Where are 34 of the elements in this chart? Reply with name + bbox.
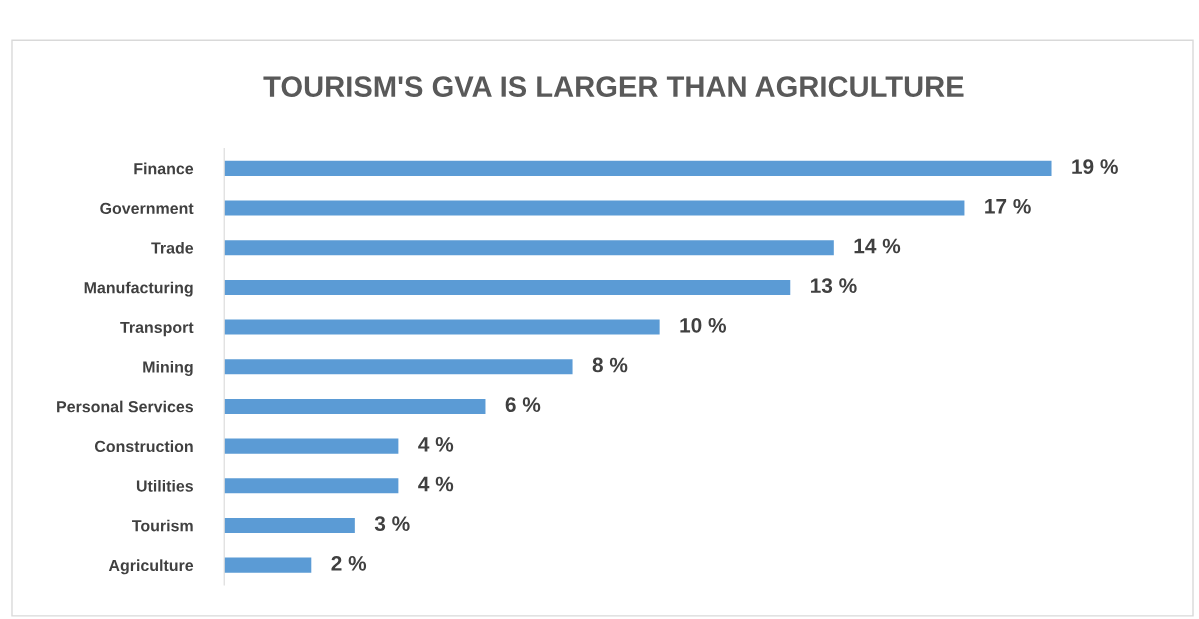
y-tick-label: Manufacturing (84, 281, 193, 297)
data-label: 13 % (811, 278, 857, 294)
bar (224, 279, 791, 295)
y-tick-label: Transport (120, 321, 194, 337)
y-tick-label: Government (100, 202, 194, 215)
data-label: 14 % (854, 238, 901, 254)
data-label: 6 % (505, 397, 541, 413)
bar (224, 160, 1052, 176)
y-tick-label: Agriculture (108, 559, 194, 575)
bar (224, 359, 573, 375)
y-tick-label: Utilities (136, 479, 194, 492)
chart-title: TOURISM'S GVA IS LARGER THAN AGRICULTURE (263, 76, 964, 97)
bar (224, 398, 486, 414)
y-tick-label: Tourism (132, 519, 193, 532)
data-label: 10 % (680, 317, 727, 333)
bar (224, 319, 660, 335)
y-tick-label: Construction (94, 440, 193, 453)
bar (224, 438, 399, 454)
bar (224, 240, 834, 256)
data-label: 2 % (331, 555, 367, 571)
bar (224, 517, 355, 533)
data-label: 8 % (592, 357, 628, 373)
data-label: 3 % (374, 516, 410, 532)
y-tick-label: Trade (151, 241, 194, 254)
bar (224, 478, 399, 494)
y-tick-label: Mining (143, 360, 193, 376)
data-label: 19 % (1072, 159, 1118, 174)
bar (224, 557, 312, 573)
data-label: 4 % (418, 476, 454, 492)
bar (224, 200, 965, 216)
y-tick-label: Personal Services (57, 400, 194, 413)
y-tick-label: Finance (134, 162, 194, 175)
data-label: 4 % (418, 436, 454, 452)
data-label: 17 % (985, 198, 1031, 214)
